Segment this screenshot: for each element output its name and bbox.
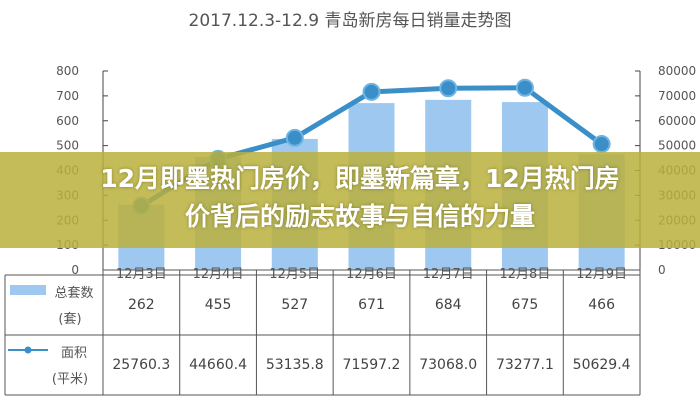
table-cell: 675 xyxy=(511,297,539,313)
chart-title: 2017.12.3-12.9 青岛新房每日销量走势图 xyxy=(188,11,512,31)
headline-banner xyxy=(0,152,700,248)
line-point xyxy=(515,78,534,97)
line-point xyxy=(439,79,458,98)
line-point xyxy=(285,128,304,147)
left-tick-label: 700 xyxy=(56,89,79,103)
row-label: 面积 xyxy=(60,345,87,361)
table-cell: 262 xyxy=(127,297,155,313)
table-cell: 466 xyxy=(588,297,615,313)
table-cell: 25760.3 xyxy=(112,357,171,373)
row-unit: (套) xyxy=(58,311,82,327)
right-tick-label: 80000 xyxy=(658,64,696,78)
table-cell: 684 xyxy=(434,297,462,313)
table-cell: 527 xyxy=(281,297,309,313)
right-tick-label: 0 xyxy=(658,263,666,277)
table-cell: 671 xyxy=(358,297,385,313)
right-tick-label: 50000 xyxy=(658,139,696,153)
table-cell: 455 xyxy=(204,297,232,313)
legend-bar-swatch xyxy=(10,285,46,295)
table-cell: 71597.2 xyxy=(342,357,401,373)
legend-line-marker xyxy=(24,346,32,354)
left-tick-label: 500 xyxy=(56,139,79,153)
table-cell: 73068.0 xyxy=(419,357,478,373)
row-label: 总套数 xyxy=(54,285,94,301)
headline-text: 12月即墨热门房价，即墨新篇章，12月热门房价背后的励志故事与自信的力量 xyxy=(100,164,620,231)
row-unit: (平米) xyxy=(51,371,89,387)
line-point xyxy=(362,82,381,101)
table-cell: 50629.4 xyxy=(572,357,631,373)
left-tick-label: 600 xyxy=(56,114,79,128)
right-tick-label: 60000 xyxy=(658,114,696,128)
left-tick-label: 800 xyxy=(56,64,79,78)
table-cell: 73277.1 xyxy=(495,357,554,373)
line-point xyxy=(592,135,611,154)
left-tick-label: 0 xyxy=(71,263,79,277)
table-cell: 53135.8 xyxy=(265,357,324,373)
right-tick-label: 70000 xyxy=(658,89,696,103)
table-cell: 44660.4 xyxy=(189,357,247,373)
